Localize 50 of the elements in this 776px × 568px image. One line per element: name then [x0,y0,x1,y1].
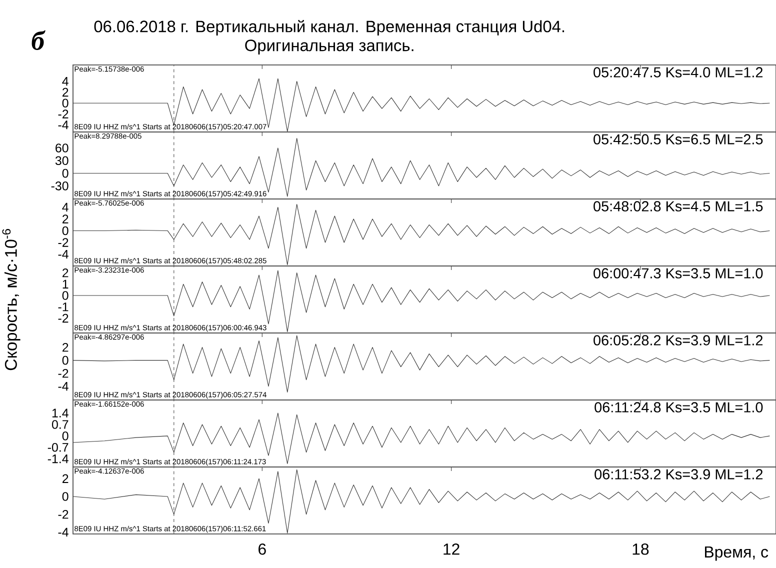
y-tick-label: 4 [62,202,68,212]
x-tick-label: 6 [258,544,266,555]
annotation: 06:00:47.3 Ks=3.5 ML=1.0 [594,268,763,278]
line-series [73,412,770,464]
y-tick-label: 0 [62,226,68,236]
x-tick-label: 12 [444,544,460,555]
line-series [73,469,770,534]
annotation: 05:48:02.8 Ks=4.5 ML=1.5 [594,201,763,212]
y-tick-label: 2 [62,214,68,224]
text: б [32,30,46,50]
y-tick-label: -1 [58,302,68,312]
y-tick-label: 0 [62,98,68,108]
y-tick-label: 60 [56,144,68,152]
y-tick-label: -2 [58,314,68,323]
chart-title: 06.06.2018 г. Вертикальный канал. Временная станция Ud04. [94,20,564,36]
y-tick-label: -2 [58,238,68,247]
y-tick-label: -2 [58,368,68,378]
y-tick-label: -0.7 [48,442,68,452]
y-tick-label: -4 [58,120,68,130]
y-tick-label: -4 [58,528,68,536]
y-tick-label: 0 [62,492,68,501]
y-tick-label: 1 [62,280,68,288]
chart-subtitle: Оригинальная запись. [245,40,414,54]
annotation: 06:05:28.2 Ks=3.9 ML=1.2 [594,335,763,346]
y-tick-label: 2 [62,474,68,483]
annotation: 06:11:24.8 Ks=3.5 ML=1.0 [594,402,763,412]
annotation: 06:11:53.2 Ks=3.9 ML=1.2 [594,469,763,480]
y-axis-title: Скорость, м/с·10$^{-6}$ [2,229,20,370]
y-tick-label: -30 [51,182,68,190]
y-tick-label: 2 [62,88,68,97]
y-tick-label: 0 [62,291,68,300]
y-tick-label: 0 [62,432,68,440]
annotation: 05:42:50.5 Ks=6.5 ML=2.5 [594,134,763,144]
line-series [73,335,770,392]
x-axis-title: Время, с [705,546,768,561]
y-tick-label: 0 [62,168,68,178]
y-tick-label: 30 [55,156,68,166]
y-tick-label: 2 [62,342,68,352]
y-tick-label: 4 [62,77,68,86]
y-tick-label: -4 [58,382,68,391]
y-tick-label: -2 [58,110,68,118]
x-tick-label: 18 [632,544,649,555]
y-tick-label: -2 [58,510,68,519]
annotation: 05:20:47.5 Ks=4.0 ML=1.2 [594,67,763,78]
y-tick-label: -1.4 [48,454,68,464]
y-tick-label: 0 [62,356,68,365]
y-tick-label: 0.7 [52,420,68,429]
y-tick-label: 1.4 [52,408,68,418]
y-tick-label: 2 [62,268,68,278]
y-tick-label: -4 [58,250,68,259]
